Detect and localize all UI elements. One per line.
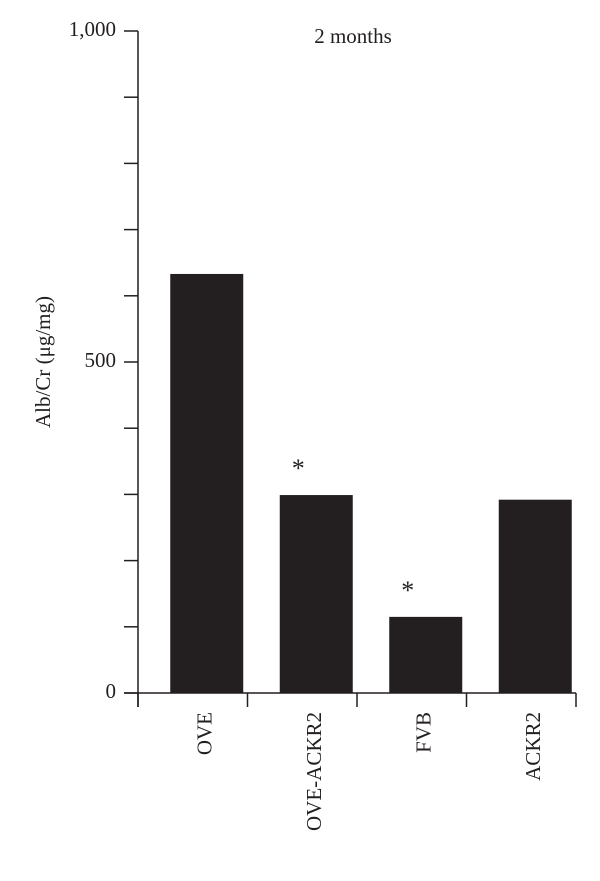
- bar: [279, 495, 353, 693]
- chart-title: 2 months: [314, 24, 392, 48]
- bar: [389, 616, 463, 693]
- x-tick-label: OVE-ACKR2: [302, 712, 326, 831]
- bar: [498, 499, 572, 693]
- y-tick-label: 500: [85, 348, 117, 372]
- y-axis-label: Alb/Cr (μg/mg): [31, 296, 55, 428]
- annotation: *: [292, 454, 305, 483]
- annotation: *: [401, 576, 414, 605]
- y-tick-label: 1,000: [69, 17, 116, 41]
- bar: [170, 273, 244, 693]
- x-tick-label: OVE: [193, 712, 217, 755]
- y-tick-label: 0: [106, 679, 117, 703]
- x-tick-label: FVB: [412, 712, 436, 753]
- x-tick-label: ACKR2: [521, 712, 545, 781]
